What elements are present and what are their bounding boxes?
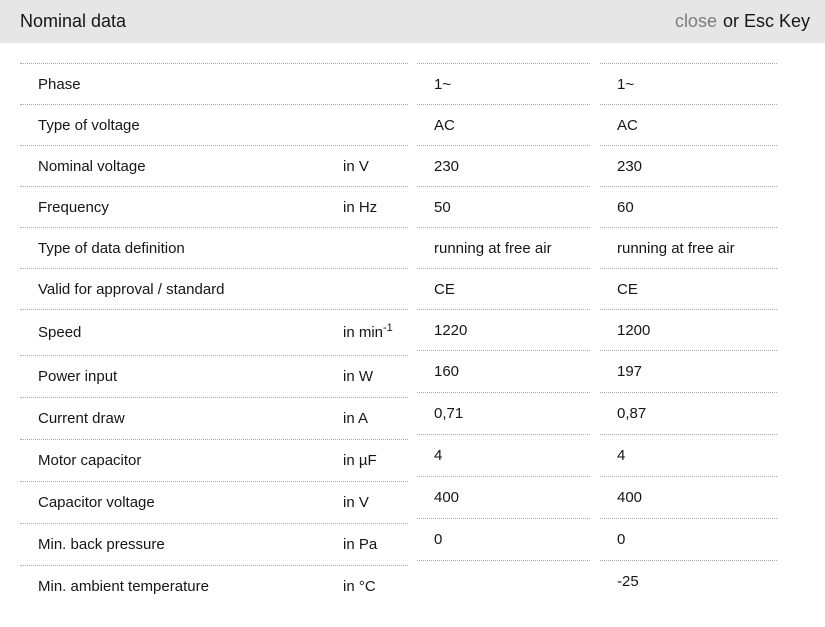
spec-label: Capacitor voltage [38, 494, 155, 511]
spec-unit: in Pa [343, 536, 378, 553]
product-column-1: 1~ AC 230 50 running at free air CE 1220 160 0,7… [417, 63, 590, 602]
spec-value: 400 [417, 476, 590, 518]
spec-value: 1200 [600, 309, 777, 350]
modal-title: Nominal data [20, 11, 127, 31]
spec-value: 0 [417, 518, 590, 560]
spec-row: Min. back pressure in Pa [20, 523, 408, 565]
nominal-data-table: Phase Type of voltage Nominal voltage in V F… [20, 63, 825, 607]
spec-value: 230 [417, 145, 590, 186]
spec-value: 50 [417, 186, 590, 227]
esc-key-hint: or Esc Key [722, 11, 810, 31]
spec-label: Power input [38, 368, 118, 385]
spec-label: Min. back pressure [38, 536, 165, 553]
spec-label: Type of data definition [38, 239, 185, 257]
spec-row: Frequency in Hz [20, 186, 408, 227]
spec-row: Valid for approval / standard [20, 268, 408, 309]
spec-unit: in µF [343, 452, 377, 469]
spec-label: Frequency [38, 198, 109, 216]
spec-label: Type of voltage [38, 116, 140, 134]
spec-value: -25 [600, 560, 777, 602]
spec-value: 4 [417, 434, 590, 476]
nominal-data-modal: Nominal data close or Esc Key Phase Type … [0, 0, 825, 607]
spec-value: running at free air [417, 227, 590, 268]
spec-row: Capacitor voltage in V [20, 481, 408, 523]
spec-value: 1220 [417, 309, 590, 350]
spec-label: Speed [38, 324, 82, 341]
close-button[interactable]: close [674, 11, 717, 31]
spec-value: running at free air [600, 227, 777, 268]
modal-header: Nominal data close or Esc Key [0, 0, 825, 43]
spec-value: 0 [600, 518, 777, 560]
spec-row: Min. ambient temperature in °C [20, 565, 408, 607]
spec-row: Type of data definition [20, 227, 408, 268]
spec-labels-table: Phase Type of voltage Nominal voltage in V F… [20, 63, 408, 607]
spec-value: 1~ [417, 63, 590, 104]
spec-unit: in A [343, 410, 369, 427]
spec-row: Power input in W [20, 355, 408, 397]
spec-unit: in V [343, 157, 369, 175]
spec-value [417, 560, 590, 602]
product-column-2: 1~ AC 230 60 running at free air CE 1200 197 0,8… [600, 63, 777, 602]
spec-value: 230 [600, 145, 777, 186]
spec-value: AC [600, 104, 777, 145]
spec-unit: in °C [343, 578, 376, 595]
spec-row: Phase [20, 63, 408, 104]
spec-unit: in V [343, 494, 369, 511]
spec-row: Motor capacitor in µF [20, 439, 408, 481]
spec-value: 0,87 [600, 392, 777, 434]
close-area: close or Esc Key [675, 11, 810, 32]
spec-label: Motor capacitor [38, 452, 142, 469]
spec-unit: in min-1 [343, 322, 393, 342]
spec-value: 160 [417, 350, 590, 392]
spec-label: Current draw [38, 410, 125, 427]
spec-value: CE [600, 268, 777, 309]
spec-label: Nominal voltage [38, 157, 146, 175]
spec-unit: in W [343, 368, 373, 385]
spec-row: Nominal voltage in V [20, 145, 408, 186]
spec-value: 197 [600, 350, 777, 392]
spec-label: Valid for approval / standard [38, 280, 225, 298]
spec-value: 1~ [600, 63, 777, 104]
spec-row: Current draw in A [20, 397, 408, 439]
spec-label: Phase [38, 75, 81, 93]
spec-value: CE [417, 268, 590, 309]
spec-value: 4 [600, 434, 777, 476]
spec-value: 60 [600, 186, 777, 227]
spec-row: Type of voltage [20, 104, 408, 145]
spec-value: AC [417, 104, 590, 145]
spec-value: 400 [600, 476, 777, 518]
spec-label: Min. ambient temperature [38, 578, 209, 595]
spec-row: Speed in min-1 [20, 309, 408, 355]
spec-value: 0,71 [417, 392, 590, 434]
spec-unit: in Hz [343, 198, 378, 216]
